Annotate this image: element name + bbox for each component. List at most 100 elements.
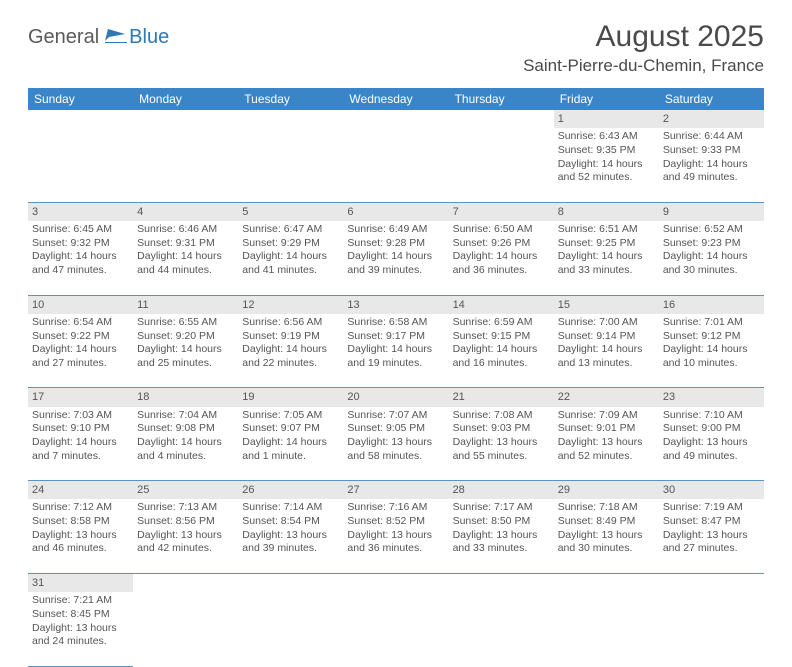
day-content-cell: Sunrise: 6:55 AMSunset: 9:20 PMDaylight:…	[133, 314, 238, 388]
sunrise-text: Sunrise: 7:17 AM	[453, 501, 550, 515]
day-number-cell: 29	[554, 481, 659, 500]
day-number-cell	[28, 110, 133, 128]
sunrise-text: Sunrise: 7:10 AM	[663, 409, 760, 423]
header: General Blue August 2025 Saint-Pierre-du…	[28, 20, 764, 76]
day-number-cell	[449, 573, 554, 592]
sunrise-text: Sunrise: 6:52 AM	[663, 223, 760, 237]
day-number-cell: 16	[659, 295, 764, 314]
daylight-text: Daylight: 14 hours and 16 minutes.	[453, 343, 550, 370]
day-number-cell: 8	[554, 202, 659, 221]
day-number-cell: 21	[449, 388, 554, 407]
logo-text-blue: Blue	[129, 26, 169, 49]
sunset-text: Sunset: 8:47 PM	[663, 515, 760, 529]
sunrise-text: Sunrise: 7:16 AM	[347, 501, 444, 515]
sunset-text: Sunset: 9:01 PM	[558, 422, 655, 436]
day-content-cell: Sunrise: 6:47 AMSunset: 9:29 PMDaylight:…	[238, 221, 343, 295]
logo-text-general: General	[28, 26, 99, 49]
sunrise-text: Sunrise: 7:03 AM	[32, 409, 129, 423]
day-content-cell: Sunrise: 6:58 AMSunset: 9:17 PMDaylight:…	[343, 314, 448, 388]
sunset-text: Sunset: 9:19 PM	[242, 330, 339, 344]
day-number-cell: 31	[28, 573, 133, 592]
day-number-cell: 10	[28, 295, 133, 314]
sunset-text: Sunset: 9:22 PM	[32, 330, 129, 344]
day-content-row: Sunrise: 7:21 AMSunset: 8:45 PMDaylight:…	[28, 592, 764, 666]
sunrise-text: Sunrise: 6:45 AM	[32, 223, 129, 237]
day-content-row: Sunrise: 7:12 AMSunset: 8:58 PMDaylight:…	[28, 499, 764, 573]
day-number-cell: 12	[238, 295, 343, 314]
sunset-text: Sunset: 9:29 PM	[242, 237, 339, 251]
daylight-text: Daylight: 13 hours and 24 minutes.	[32, 622, 129, 649]
sunset-text: Sunset: 9:12 PM	[663, 330, 760, 344]
daylight-text: Daylight: 14 hours and 10 minutes.	[663, 343, 760, 370]
sunrise-text: Sunrise: 7:13 AM	[137, 501, 234, 515]
day-number-cell: 25	[133, 481, 238, 500]
weekday-header: Sunday	[28, 88, 133, 110]
sunset-text: Sunset: 9:17 PM	[347, 330, 444, 344]
daylight-text: Daylight: 14 hours and 4 minutes.	[137, 436, 234, 463]
day-number-cell: 24	[28, 481, 133, 500]
sunrise-text: Sunrise: 7:01 AM	[663, 316, 760, 330]
day-number-cell: 13	[343, 295, 448, 314]
sunset-text: Sunset: 9:10 PM	[32, 422, 129, 436]
daylight-text: Daylight: 13 hours and 27 minutes.	[663, 529, 760, 556]
day-content-cell: Sunrise: 7:07 AMSunset: 9:05 PMDaylight:…	[343, 407, 448, 481]
sunrise-text: Sunrise: 7:05 AM	[242, 409, 339, 423]
weekday-header-row: SundayMondayTuesdayWednesdayThursdayFrid…	[28, 88, 764, 110]
daylight-text: Daylight: 13 hours and 46 minutes.	[32, 529, 129, 556]
day-content-cell: Sunrise: 6:43 AMSunset: 9:35 PMDaylight:…	[554, 128, 659, 202]
day-number-cell	[554, 573, 659, 592]
day-number-row: 24252627282930	[28, 481, 764, 500]
day-number-cell: 27	[343, 481, 448, 500]
daylight-text: Daylight: 13 hours and 58 minutes.	[347, 436, 444, 463]
title-block: August 2025 Saint-Pierre-du-Chemin, Fran…	[523, 20, 764, 76]
sunrise-text: Sunrise: 7:21 AM	[32, 594, 129, 608]
day-number-cell: 15	[554, 295, 659, 314]
day-content-cell: Sunrise: 6:46 AMSunset: 9:31 PMDaylight:…	[133, 221, 238, 295]
day-content-cell: Sunrise: 6:56 AMSunset: 9:19 PMDaylight:…	[238, 314, 343, 388]
daylight-text: Daylight: 13 hours and 42 minutes.	[137, 529, 234, 556]
day-content-cell: Sunrise: 6:51 AMSunset: 9:25 PMDaylight:…	[554, 221, 659, 295]
day-number-cell	[238, 110, 343, 128]
sunrise-text: Sunrise: 6:51 AM	[558, 223, 655, 237]
sunset-text: Sunset: 9:08 PM	[137, 422, 234, 436]
daylight-text: Daylight: 13 hours and 49 minutes.	[663, 436, 760, 463]
day-content-cell: Sunrise: 7:04 AMSunset: 9:08 PMDaylight:…	[133, 407, 238, 481]
day-number-cell: 7	[449, 202, 554, 221]
month-title: August 2025	[523, 20, 764, 54]
weekday-header: Saturday	[659, 88, 764, 110]
day-content-cell: Sunrise: 7:18 AMSunset: 8:49 PMDaylight:…	[554, 499, 659, 573]
day-number-row: 17181920212223	[28, 388, 764, 407]
day-number-cell: 11	[133, 295, 238, 314]
sunset-text: Sunset: 9:28 PM	[347, 237, 444, 251]
sunrise-text: Sunrise: 7:07 AM	[347, 409, 444, 423]
day-content-cell: Sunrise: 6:54 AMSunset: 9:22 PMDaylight:…	[28, 314, 133, 388]
day-number-cell: 6	[343, 202, 448, 221]
day-content-row: Sunrise: 6:43 AMSunset: 9:35 PMDaylight:…	[28, 128, 764, 202]
weekday-header: Friday	[554, 88, 659, 110]
day-content-cell	[133, 592, 238, 666]
sunset-text: Sunset: 9:00 PM	[663, 422, 760, 436]
calendar-table: SundayMondayTuesdayWednesdayThursdayFrid…	[28, 88, 764, 667]
sunrise-text: Sunrise: 7:04 AM	[137, 409, 234, 423]
day-number-cell: 22	[554, 388, 659, 407]
sunrise-text: Sunrise: 7:08 AM	[453, 409, 550, 423]
daylight-text: Daylight: 14 hours and 7 minutes.	[32, 436, 129, 463]
sunset-text: Sunset: 9:25 PM	[558, 237, 655, 251]
weekday-header: Tuesday	[238, 88, 343, 110]
sunset-text: Sunset: 8:45 PM	[32, 608, 129, 622]
sunset-text: Sunset: 9:26 PM	[453, 237, 550, 251]
day-number-cell: 18	[133, 388, 238, 407]
day-content-row: Sunrise: 6:45 AMSunset: 9:32 PMDaylight:…	[28, 221, 764, 295]
sunset-text: Sunset: 9:31 PM	[137, 237, 234, 251]
day-number-cell	[133, 573, 238, 592]
day-content-cell: Sunrise: 7:10 AMSunset: 9:00 PMDaylight:…	[659, 407, 764, 481]
day-number-cell: 1	[554, 110, 659, 128]
day-content-cell: Sunrise: 7:01 AMSunset: 9:12 PMDaylight:…	[659, 314, 764, 388]
daylight-text: Daylight: 13 hours and 39 minutes.	[242, 529, 339, 556]
day-number-cell: 17	[28, 388, 133, 407]
day-content-cell: Sunrise: 7:16 AMSunset: 8:52 PMDaylight:…	[343, 499, 448, 573]
daylight-text: Daylight: 14 hours and 49 minutes.	[663, 158, 760, 185]
logo-flag-icon	[105, 27, 127, 48]
day-content-cell: Sunrise: 6:50 AMSunset: 9:26 PMDaylight:…	[449, 221, 554, 295]
daylight-text: Daylight: 14 hours and 36 minutes.	[453, 250, 550, 277]
